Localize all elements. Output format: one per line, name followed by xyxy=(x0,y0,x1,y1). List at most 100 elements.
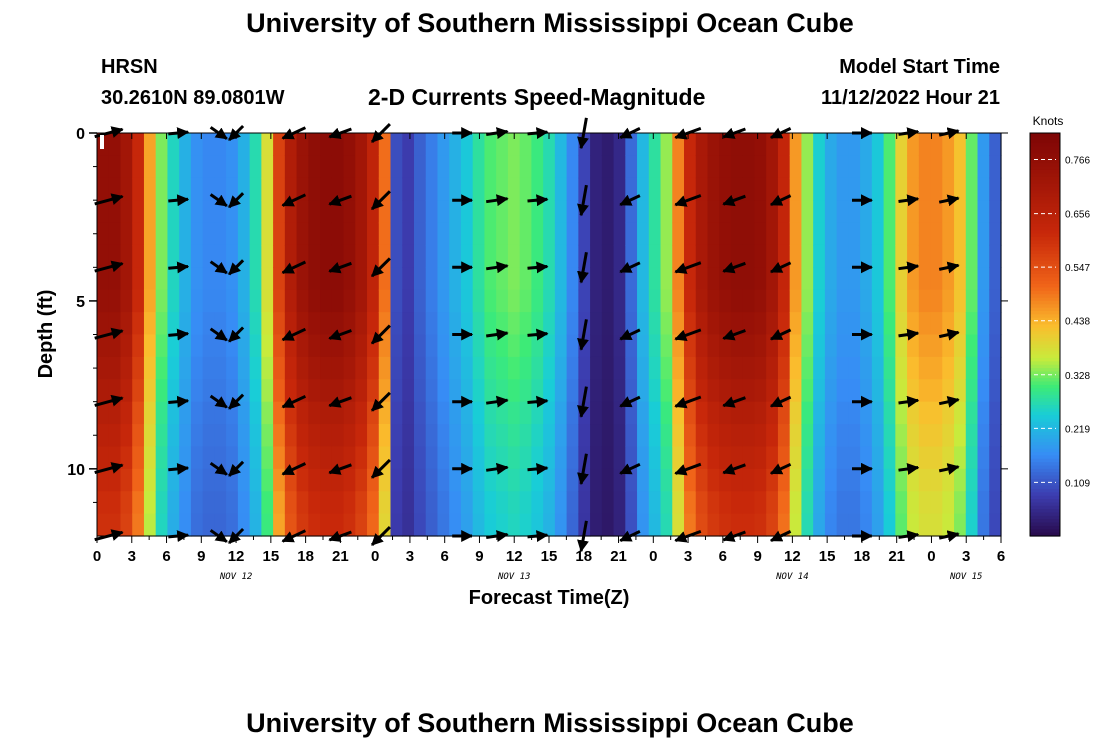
heatmap-cell xyxy=(989,244,1002,268)
heatmap-cell xyxy=(460,334,474,358)
heatmap-cell xyxy=(143,379,157,403)
heatmap-cell xyxy=(754,491,767,515)
heatmap-cell xyxy=(367,312,380,336)
heatmap-cell xyxy=(296,468,309,492)
colorbar-segment xyxy=(1030,139,1060,144)
heatmap-cell xyxy=(155,222,169,246)
heatmap-cell xyxy=(531,334,544,358)
colorbar-segment xyxy=(1030,485,1060,490)
heatmap-cell xyxy=(97,177,110,201)
colorbar-segment xyxy=(1030,411,1060,416)
heatmap-cell xyxy=(637,513,650,537)
heatmap-cell xyxy=(648,267,662,291)
heatmap-cell xyxy=(343,379,356,403)
heatmap-cell xyxy=(601,379,615,403)
heatmap-cell xyxy=(754,334,767,358)
current-vector-arrow xyxy=(94,193,124,206)
heatmap-cell xyxy=(789,401,803,425)
heatmap-cell xyxy=(402,491,415,515)
heatmap-cell xyxy=(378,356,392,380)
heatmap-cell xyxy=(543,356,556,380)
heatmap-cell xyxy=(202,200,215,224)
heatmap-cell xyxy=(918,379,932,403)
current-vector-arrow xyxy=(168,395,190,408)
x-tick-label: 18 xyxy=(297,548,314,565)
current-vector-arrow xyxy=(485,395,509,408)
heatmap-cell xyxy=(707,356,720,380)
heatmap-cell xyxy=(590,200,603,224)
heatmap-cell xyxy=(296,491,309,515)
heatmap-cell xyxy=(824,289,838,313)
heatmap-cell xyxy=(930,491,943,515)
heatmap-cell xyxy=(519,200,532,224)
heatmap-cell xyxy=(190,424,204,448)
heatmap-cell xyxy=(519,222,532,246)
heatmap-cell xyxy=(237,267,251,291)
heatmap-cell xyxy=(989,133,1002,156)
heatmap-cell xyxy=(590,155,603,179)
heatmap-cell xyxy=(883,513,896,537)
heatmap-cell xyxy=(918,401,932,425)
heatmap-cell xyxy=(108,468,122,492)
current-vector-arrow xyxy=(577,252,589,284)
heatmap-cell xyxy=(754,133,767,156)
heatmap-cell xyxy=(378,155,392,179)
heatmap-cell xyxy=(308,155,321,179)
heatmap-cell xyxy=(261,379,274,403)
heatmap-cell xyxy=(824,334,838,358)
heatmap-cell xyxy=(601,267,615,291)
colorbar-segment xyxy=(1030,277,1060,282)
heatmap-cell xyxy=(930,446,943,470)
heatmap-cell xyxy=(425,200,439,224)
heatmap-cell xyxy=(930,334,943,358)
current-vector-arrow xyxy=(898,463,920,475)
colorbar-segment xyxy=(1030,263,1060,268)
heatmap-cell xyxy=(907,133,920,156)
heatmap-cell xyxy=(895,244,908,268)
heatmap-cell xyxy=(684,334,697,358)
heatmap-cell xyxy=(226,424,239,448)
colorbar-segment xyxy=(1030,354,1060,359)
heatmap-cell xyxy=(813,177,826,201)
heatmap-cell xyxy=(155,200,169,224)
heatmap-cell xyxy=(343,401,356,425)
heatmap-cell xyxy=(613,334,626,358)
heatmap-cell xyxy=(942,177,955,201)
heatmap-cell xyxy=(167,446,180,470)
heatmap-cell xyxy=(472,177,486,201)
heatmap-cell xyxy=(331,289,345,313)
colorbar-segment xyxy=(1030,136,1060,141)
heatmap-cell xyxy=(284,491,298,515)
heatmap-cell xyxy=(343,446,356,470)
colorbar-tick-label: 0.219 xyxy=(1065,424,1090,435)
heatmap-cell xyxy=(531,468,544,492)
heatmap-cell xyxy=(907,401,920,425)
heatmap-cell xyxy=(965,356,979,380)
heatmap-cell xyxy=(507,468,521,492)
heatmap-cell xyxy=(766,244,779,268)
current-vector-arrow xyxy=(370,257,391,278)
colorbar-segment xyxy=(1030,394,1060,399)
heatmap-cell xyxy=(425,133,439,156)
heatmap-cell xyxy=(226,177,239,201)
heatmap-cell xyxy=(637,379,650,403)
heatmap-cell xyxy=(390,491,403,515)
heatmap-cell xyxy=(108,222,122,246)
current-vector-arrow xyxy=(370,391,391,412)
heatmap-cell xyxy=(425,379,439,403)
heatmap-cell xyxy=(907,446,920,470)
heatmap-cell xyxy=(813,513,826,537)
heatmap-cell xyxy=(402,424,415,448)
current-vector-arrow xyxy=(209,193,228,208)
heatmap-cell xyxy=(155,133,169,156)
heatmap-cell xyxy=(895,468,908,492)
heatmap-cell xyxy=(648,244,662,268)
heatmap-cell xyxy=(660,446,673,470)
heatmap-cell xyxy=(824,491,838,515)
heatmap-cell xyxy=(766,289,779,313)
heatmap-cell xyxy=(895,379,908,403)
heatmap-cell xyxy=(413,267,427,291)
heatmap-cell xyxy=(425,334,439,358)
heatmap-cell xyxy=(554,513,568,537)
colorbar-segment xyxy=(1030,512,1060,517)
